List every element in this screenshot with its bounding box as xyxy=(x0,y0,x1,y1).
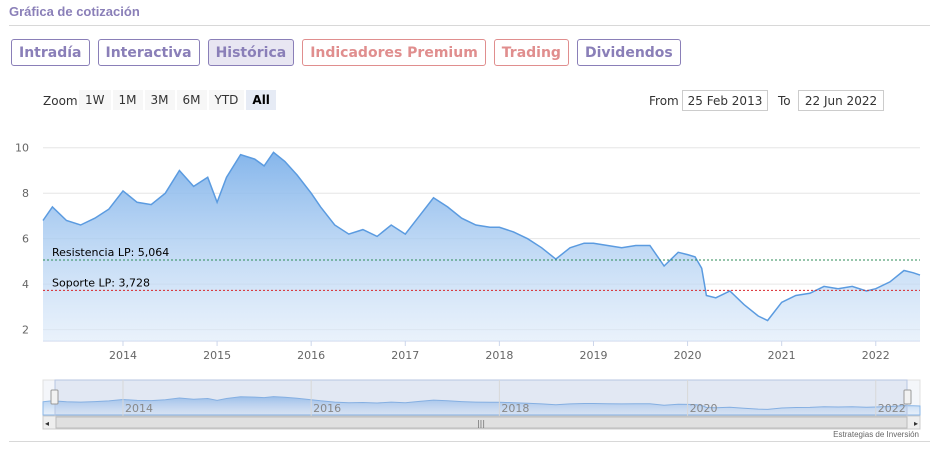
range-to-label: To xyxy=(778,94,791,108)
y-tick-label: 10 xyxy=(15,142,29,155)
y-tick-label: 8 xyxy=(22,187,29,200)
navigator-tick-label: 2022 xyxy=(878,402,906,415)
y-axis: 2 4 6 8 10 xyxy=(15,142,29,337)
support-label: Soporte LP: 3,728 xyxy=(52,276,150,289)
navigator-x-axis: 2014 2016 2018 2020 2022 xyxy=(122,380,906,416)
y-tick-label: 4 xyxy=(22,278,29,291)
x-tick-label: 2020 xyxy=(674,349,702,362)
price-chart[interactable]: Resistencia LP: 5,064 Soporte LP: 3,728 2… xyxy=(0,115,939,370)
zoom-3m-button[interactable]: 3M xyxy=(144,90,175,110)
x-tick-label: 2015 xyxy=(203,349,231,362)
range-to-input[interactable]: 22 Jun 2022 xyxy=(798,90,884,111)
zoom-6m-button[interactable]: 6M xyxy=(176,90,207,110)
zoom-1w-button[interactable]: 1W xyxy=(79,90,111,110)
range-from-input[interactable]: 25 Feb 2013 xyxy=(682,90,768,111)
range-from-label: From xyxy=(649,94,679,108)
x-tick-label: 2019 xyxy=(579,349,607,362)
y-tick-label: 2 xyxy=(22,324,29,337)
navigator-tick-label: 2018 xyxy=(501,402,529,415)
price-area xyxy=(43,152,920,341)
x-tick-label: 2017 xyxy=(391,349,419,362)
tab-dividendos[interactable]: Dividendos xyxy=(576,39,681,66)
resistance-label: Resistencia LP: 5,064 xyxy=(52,246,169,259)
navigator-handle-right[interactable] xyxy=(903,389,912,405)
bottom-divider xyxy=(9,441,930,442)
scrollbar-grip-icon: ||| xyxy=(477,419,485,428)
x-tick-label: 2014 xyxy=(109,349,137,362)
title-divider xyxy=(9,25,930,26)
scroll-left-arrow-icon[interactable]: ◂ xyxy=(45,419,49,428)
tab-interactiva[interactable]: Interactiva xyxy=(97,39,200,66)
tab-trading[interactable]: Trading xyxy=(493,39,569,66)
tab-historica[interactable]: Histórica xyxy=(207,39,295,66)
navigator-series xyxy=(42,396,921,416)
zoom-label: Zoom xyxy=(43,94,78,108)
zoom-all-button[interactable]: All xyxy=(246,90,276,110)
y-tick-label: 6 xyxy=(22,233,29,246)
zoom-buttons: 1W 1M 3M 6M YTD All xyxy=(79,90,276,110)
x-tick-label: 2018 xyxy=(485,349,513,362)
zoom-ytd-button[interactable]: YTD xyxy=(208,90,245,110)
x-tick-label: 2016 xyxy=(297,349,325,362)
scrollbar-thumb[interactable] xyxy=(55,416,908,429)
page-title: Gráfica de cotización xyxy=(9,4,140,19)
scroll-right-arrow-icon[interactable]: ▸ xyxy=(914,419,918,428)
chart-type-tabs: Intradía Interactiva Histórica Indicador… xyxy=(11,39,681,66)
navigator-handle-left[interactable] xyxy=(50,389,59,405)
zoom-1m-button[interactable]: 1M xyxy=(112,90,143,110)
navigator-tick-label: 2020 xyxy=(690,402,718,415)
x-tick-label: 2022 xyxy=(862,349,890,362)
tab-intradia[interactable]: Intradía xyxy=(11,39,90,66)
level-lines: Resistencia LP: 5,064 Soporte LP: 3,728 xyxy=(43,246,920,291)
navigator-tick-label: 2016 xyxy=(313,402,341,415)
chart-credit: Estrategias de Inversión xyxy=(833,430,919,439)
x-axis: 2014 2015 2016 2017 2018 2019 2020 2021 2022 xyxy=(109,341,890,362)
price-line xyxy=(42,151,921,322)
tab-indicadores-premium[interactable]: Indicadores Premium xyxy=(302,39,486,66)
navigator-mask xyxy=(54,379,908,417)
navigator[interactable]: 2014 2016 2018 2020 2022 ||| ◂ ▸ xyxy=(0,375,939,430)
navigator-tick-label: 2014 xyxy=(125,402,153,415)
x-tick-label: 2021 xyxy=(768,349,796,362)
